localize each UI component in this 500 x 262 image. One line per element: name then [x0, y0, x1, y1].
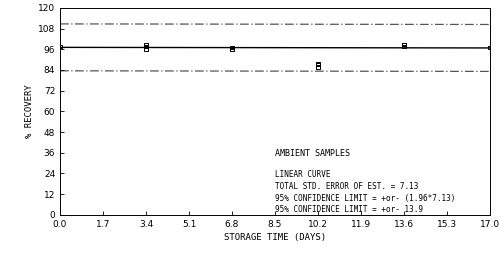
Point [314, 61, 322, 65]
Point [400, 45, 408, 49]
Point [400, 42, 408, 46]
Text: LINEAR CURVE
TOTAL STD. ERROR OF EST. = 7.13
95% CONFIDENCE LIMIT = +or- (1.96*7: LINEAR CURVE TOTAL STD. ERROR OF EST. = … [275, 170, 456, 214]
Text: AMBIENT SAMPLES: AMBIENT SAMPLES [275, 149, 350, 158]
Point [228, 45, 236, 50]
Point [228, 47, 236, 51]
Point [56, 45, 64, 49]
Point [142, 43, 150, 47]
Point [314, 63, 322, 67]
Point [142, 47, 150, 51]
Y-axis label: % RECOVERY: % RECOVERY [24, 84, 34, 138]
Point [314, 65, 322, 69]
Point [142, 45, 150, 49]
Point [400, 43, 408, 47]
Point [486, 45, 494, 50]
X-axis label: STORAGE TIME (DAYS): STORAGE TIME (DAYS) [224, 233, 326, 242]
